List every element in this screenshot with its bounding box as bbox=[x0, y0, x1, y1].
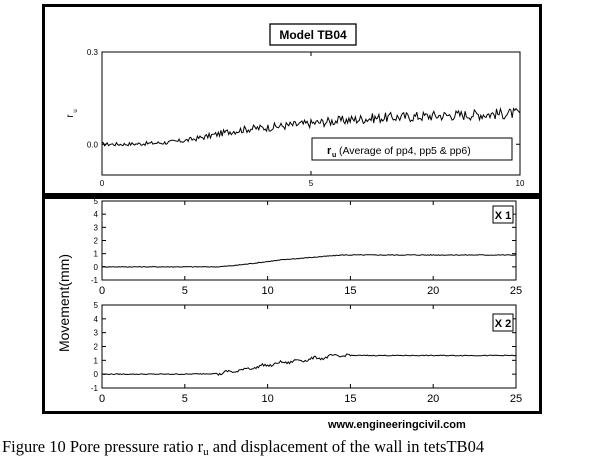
x1-label-box bbox=[492, 205, 514, 224]
series-line-2 bbox=[101, 353, 517, 377]
y-tick-label: 4 bbox=[94, 210, 99, 219]
x-tick-label: 10 bbox=[516, 179, 525, 188]
y-tick-label: 5 bbox=[94, 301, 99, 310]
legend-text: (Average of pp4, pp5 & pp6) bbox=[339, 145, 471, 157]
x-tick-label: 10 bbox=[261, 393, 273, 405]
chart-title-box bbox=[269, 23, 357, 46]
legend-symbol: r bbox=[327, 145, 332, 157]
y-axis-label-subscript: u bbox=[73, 109, 79, 112]
x1-label: X 1 bbox=[495, 210, 512, 222]
x-tick-label: 0 bbox=[99, 285, 105, 297]
series-line-1 bbox=[101, 254, 517, 268]
y-tick-label: 1 bbox=[94, 356, 99, 365]
plot-frame-2 bbox=[101, 304, 517, 389]
x-tick-label: 5 bbox=[182, 285, 188, 297]
y-tick-label: 3 bbox=[94, 223, 99, 232]
x-tick-label: 25 bbox=[510, 285, 522, 297]
legend-box bbox=[311, 137, 513, 161]
watermark: www.engineeringcivil.com bbox=[328, 419, 466, 431]
figure-caption: Figure 10 Pore pressure ratio ru and dis… bbox=[2, 437, 484, 458]
y-tick-label: 2 bbox=[94, 343, 99, 352]
movement-axis-label: Movement(mm) bbox=[56, 254, 72, 352]
chart-title: Model TB04 bbox=[279, 28, 347, 42]
y-tick-label: 0.3 bbox=[87, 48, 99, 57]
x-tick-label: 0 bbox=[99, 393, 105, 405]
y-tick-label: 1 bbox=[94, 250, 99, 259]
y-tick-label: 0.0 bbox=[87, 140, 99, 149]
y-tick-label: -1 bbox=[91, 384, 99, 393]
x-tick-label: 20 bbox=[427, 285, 439, 297]
caption-suffix: and displacement of the wall in tetsTB04 bbox=[208, 437, 485, 456]
plot-frame-1 bbox=[101, 200, 517, 281]
y-axis-label: r bbox=[65, 114, 76, 118]
y-tick-label: 0 bbox=[94, 263, 99, 272]
y-tick-label: 3 bbox=[94, 329, 99, 338]
x-tick-label: 10 bbox=[261, 285, 273, 297]
x-tick-label: 0 bbox=[100, 179, 105, 188]
x-tick-label: 5 bbox=[182, 393, 188, 405]
y-tick-label: 0 bbox=[94, 370, 99, 379]
y-tick-label: 5 bbox=[94, 197, 99, 206]
y-tick-label: 2 bbox=[94, 237, 99, 246]
series-line-0 bbox=[101, 106, 521, 147]
x-tick-label: 25 bbox=[510, 393, 522, 405]
x-tick-label: 15 bbox=[344, 393, 356, 405]
caption-prefix: Figure 10 Pore pressure ratio r bbox=[2, 437, 204, 456]
caption-subscript: u bbox=[203, 446, 209, 458]
y-tick-label: 4 bbox=[94, 315, 99, 324]
x-tick-label: 5 bbox=[309, 179, 314, 188]
x2-label: X 2 bbox=[495, 318, 512, 330]
legend-symbol-subscript: u bbox=[332, 152, 336, 159]
x2-label-box bbox=[492, 313, 514, 332]
x-tick-label: 20 bbox=[427, 393, 439, 405]
y-tick-label: -1 bbox=[91, 276, 99, 285]
x-tick-label: 15 bbox=[344, 285, 356, 297]
